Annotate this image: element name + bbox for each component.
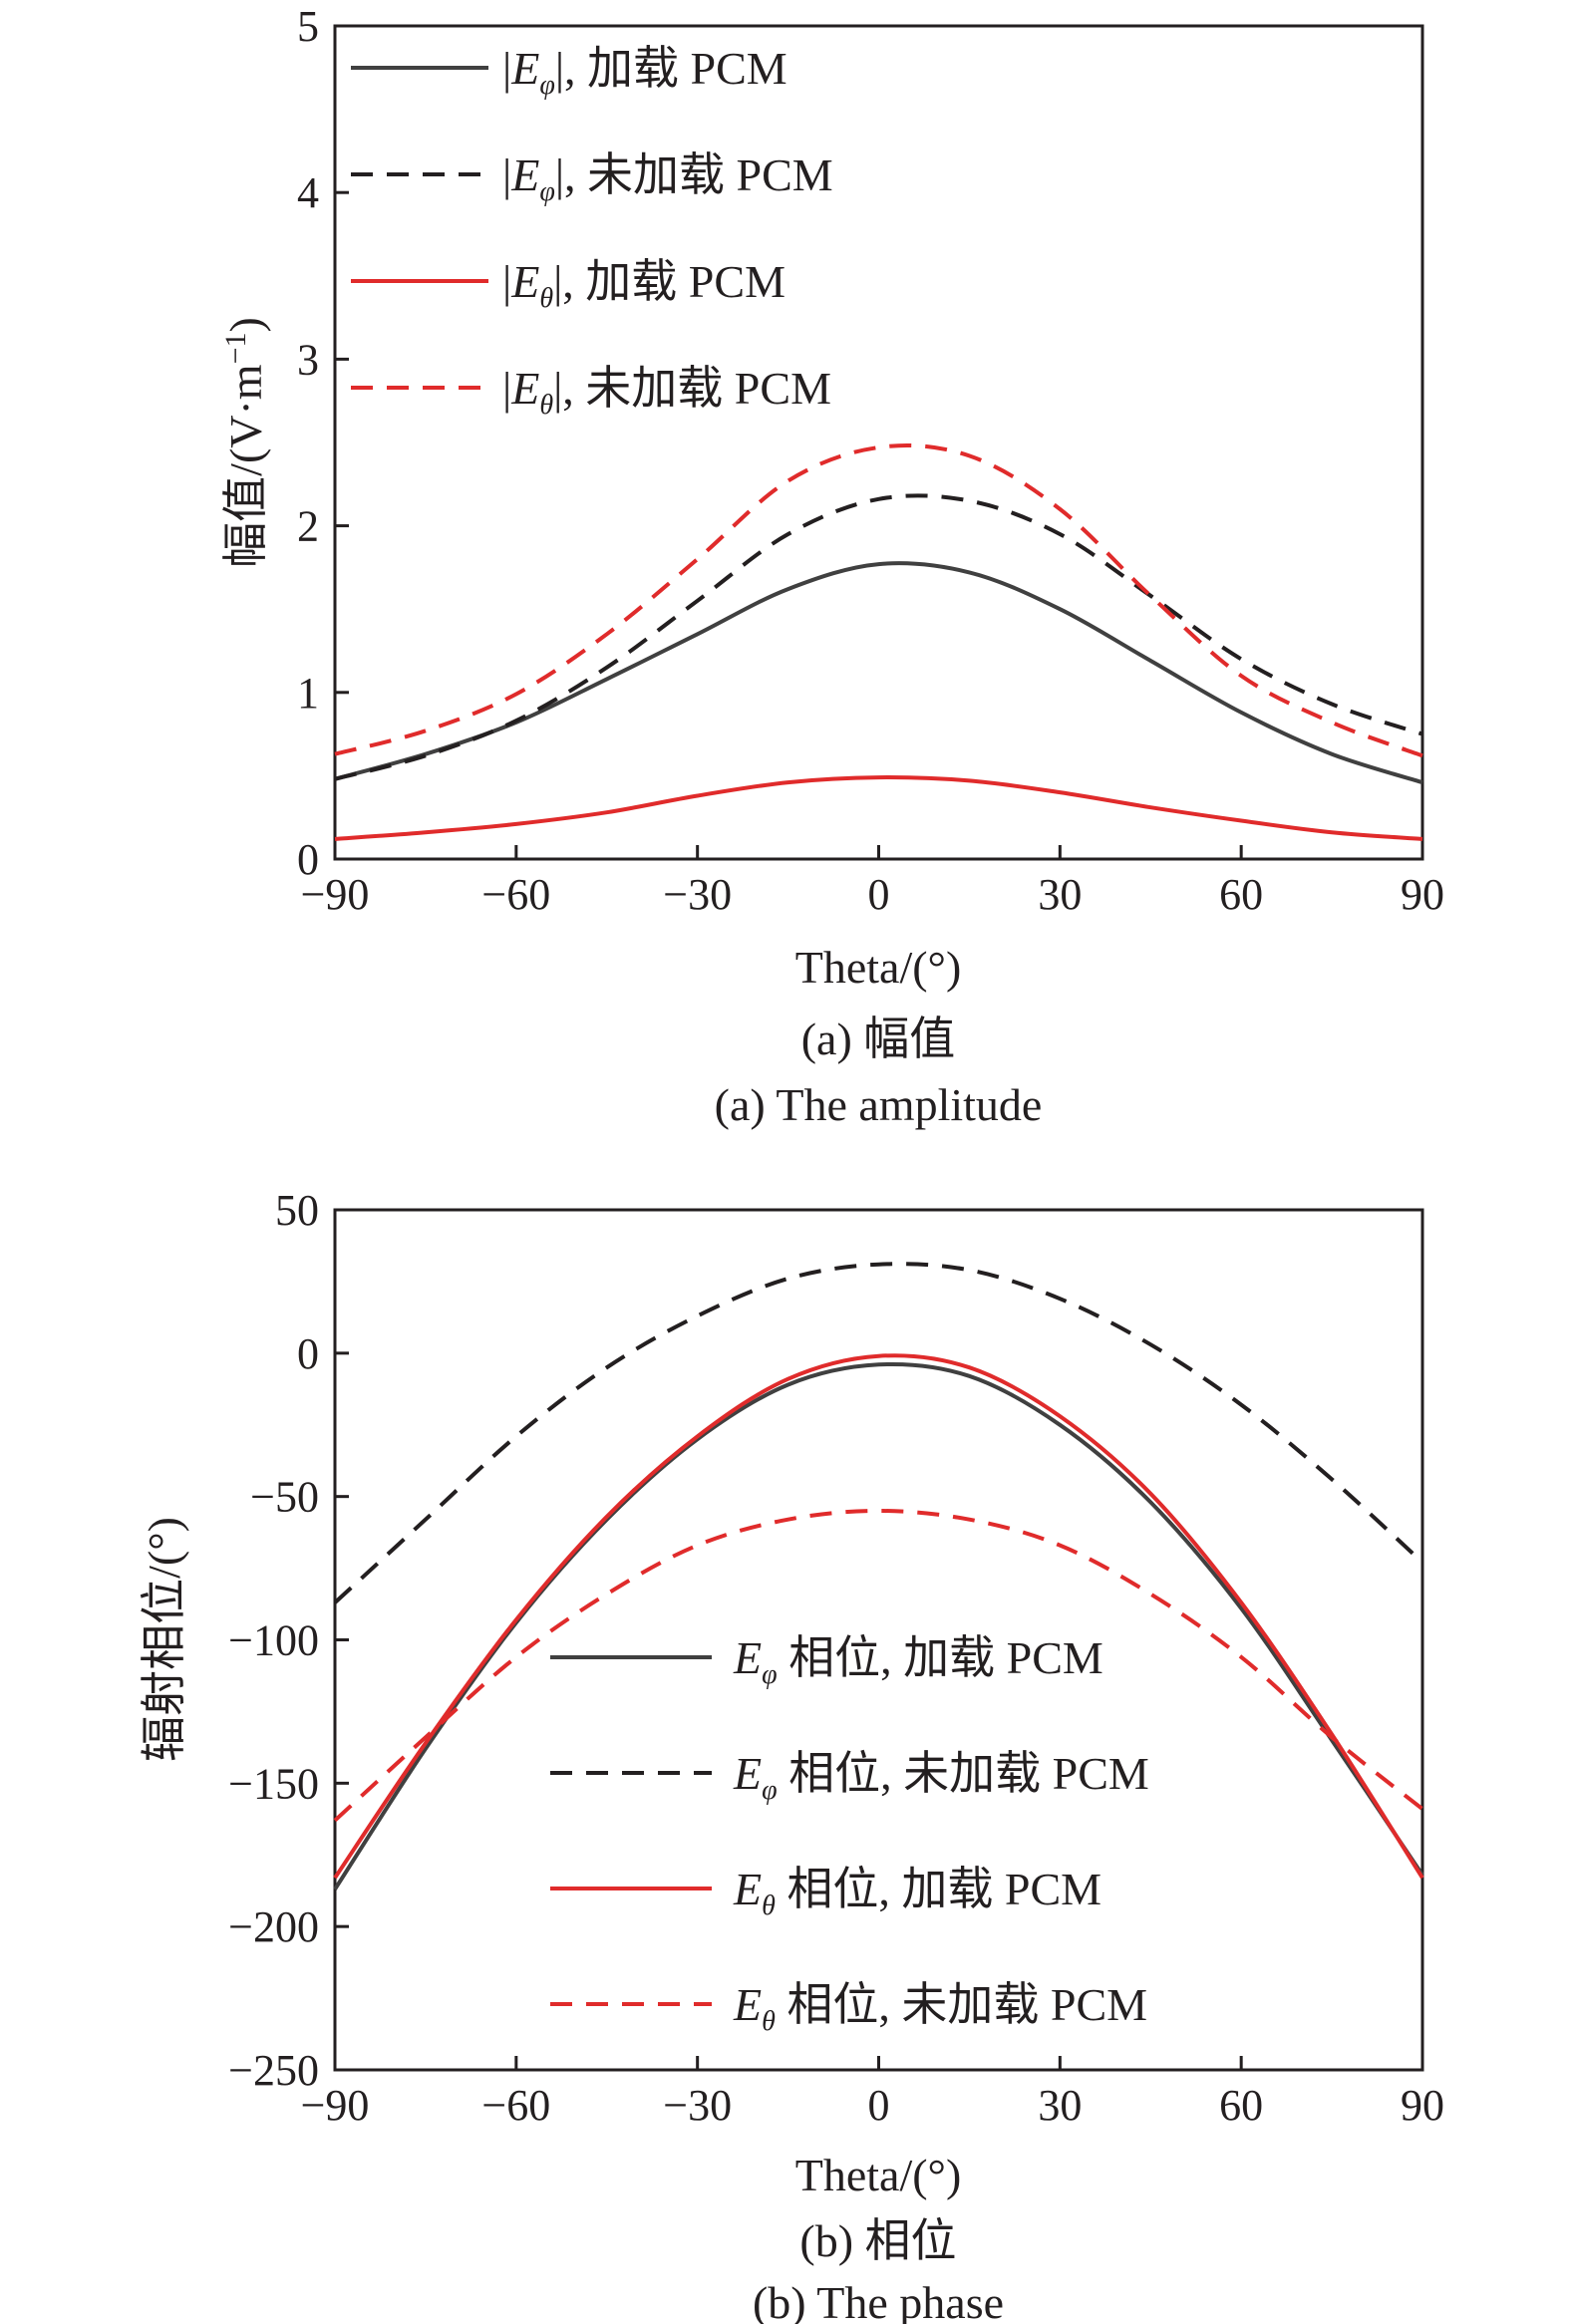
axis-ticks: −90 −60 −30 0 30 60 90 −250 −200 −150 −100 −50 0 50	[228, 1186, 1444, 2130]
y-tick-label: 50	[275, 1186, 319, 1235]
y-tick-label: 0	[297, 1329, 319, 1378]
y-tick-label: −250	[228, 2046, 319, 2095]
x-axis-label: Theta/(°)	[795, 2150, 962, 2200]
y-axis-label: 辐射相位/(°)	[139, 1517, 189, 1762]
y-axis-label: 幅值/(V·m−1)	[219, 317, 272, 568]
series-line-3	[333, 1353, 1424, 1880]
series-group	[333, 1262, 1424, 1890]
caption-en: (a) The amplitude	[715, 1079, 1043, 1130]
x-tick-label: 30	[1038, 2081, 1082, 2130]
x-tick-label: −30	[663, 2081, 732, 2130]
plot-frame	[333, 24, 1424, 861]
x-axis-label: Theta/(°)	[795, 942, 962, 993]
x-tick-label: 90	[1401, 2081, 1444, 2130]
x-tick-label: −60	[481, 2081, 550, 2130]
x-tick-label: −90	[301, 2081, 370, 2130]
caption-cn: (a) 幅值	[801, 1014, 956, 1064]
caption-cn: (b) 相位	[799, 2215, 956, 2266]
y-tick-label: −150	[228, 1759, 319, 1808]
y-tick-label: 4	[297, 168, 319, 217]
y-tick-label: −50	[250, 1473, 319, 1522]
series-line-4	[333, 1509, 1424, 1823]
panel-b-phase: −90 −60 −30 0 30 60 90 −250 −200 −150 −100 −50 0 50 E…	[139, 1186, 1444, 2324]
x-tick-label: −30	[663, 870, 732, 919]
x-tick-label: 30	[1038, 870, 1082, 919]
legend-label: Eθ 相位, 加载 PCM	[733, 1864, 1101, 1921]
x-tick-label: 90	[1401, 870, 1444, 919]
legend: Eφ 相位, 加载 PCM Eφ 相位, 未加载 PCM Eθ 相位, 加载 PCM…	[550, 1632, 1149, 2037]
x-tick-label: −90	[301, 870, 370, 919]
legend: |Eφ|, 加载 PCM |Eφ|, 未加载 PCM |Eθ|, 加载 PCM |Eθ…	[351, 43, 833, 421]
x-tick-label: 0	[868, 2081, 890, 2130]
series-line-2	[334, 493, 1423, 781]
legend-label: Eφ 相位, 未加载 PCM	[733, 1748, 1149, 1806]
series-group	[334, 443, 1423, 841]
legend-label: Eθ 相位, 未加载 PCM	[733, 1979, 1147, 2037]
x-tick-label: 60	[1219, 2081, 1263, 2130]
legend-label: |Eφ|, 未加载 PCM	[502, 149, 833, 207]
axis-ticks: −90 −60 −30 0 30 60 90 0 1 2 3 4 5	[297, 2, 1444, 919]
legend-label: Eφ 相位, 加载 PCM	[733, 1632, 1103, 1690]
y-tick-label: 5	[297, 2, 319, 51]
y-tick-label: 1	[297, 669, 319, 718]
legend-label: |Eφ|, 加载 PCM	[502, 43, 787, 101]
y-tick-label: 0	[297, 835, 319, 884]
y-tick-label: 3	[297, 335, 319, 384]
series-line-4	[334, 443, 1423, 758]
series-line-1	[334, 561, 1423, 785]
x-tick-label: 60	[1219, 870, 1263, 919]
y-tick-label: −200	[228, 1902, 319, 1951]
y-tick-label: 2	[297, 502, 319, 551]
series-line-3	[334, 775, 1423, 841]
x-tick-label: 0	[868, 870, 890, 919]
x-tick-label: −60	[481, 870, 550, 919]
y-tick-label: −100	[228, 1616, 319, 1665]
legend-label: |Eθ|, 加载 PCM	[502, 256, 785, 314]
legend-label: |Eθ|, 未加载 PCM	[502, 363, 831, 421]
series-line-2	[333, 1262, 1424, 1604]
caption-en: (b) The phase	[753, 2277, 1004, 2324]
